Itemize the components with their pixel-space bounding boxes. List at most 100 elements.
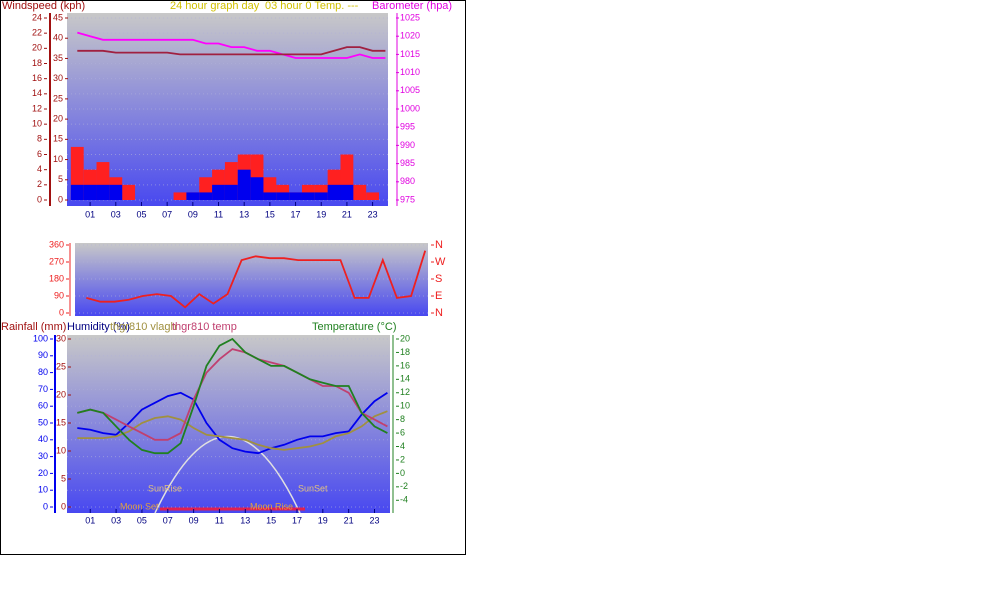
tick-label: 20 <box>56 389 66 399</box>
y2-label: Temperature (°C) <box>312 321 396 333</box>
tick-label: 25 <box>56 361 66 371</box>
x-tick-label: 21 <box>342 209 352 219</box>
tick-label: 2 <box>400 454 405 464</box>
tick-label: 8 <box>400 414 405 424</box>
tick-label: 10 <box>38 485 48 495</box>
tick-label: 10 <box>400 401 410 411</box>
bar <box>122 184 136 200</box>
tick-label: 14 <box>32 88 42 98</box>
tick-label: 100 <box>33 333 48 343</box>
tick-label: 995 <box>400 122 415 132</box>
bar <box>314 192 328 200</box>
x-tick-label: 07 <box>162 209 172 219</box>
bar <box>109 184 123 200</box>
tick-label: -4 <box>400 495 408 505</box>
tick-label: 985 <box>400 158 415 168</box>
tick-label: 40 <box>38 434 48 444</box>
bar <box>301 192 315 200</box>
tick-label: 50 <box>38 417 48 427</box>
bar <box>237 169 251 200</box>
x-tick-label: 01 <box>85 209 95 219</box>
x-tick-label: 13 <box>240 515 250 525</box>
tick-label: 8 <box>37 134 42 144</box>
title: 24 hour graph day <box>170 0 260 12</box>
x-tick-label: 23 <box>368 209 378 219</box>
tick-label: N <box>435 239 443 251</box>
tick-label: 20 <box>53 113 63 123</box>
line <box>77 46 386 56</box>
tick-label: 2 <box>37 179 42 189</box>
tick-label: 20 <box>38 468 48 478</box>
bar <box>70 184 84 200</box>
tick-label: S <box>435 273 442 285</box>
x-tick-label: 07 <box>163 515 173 525</box>
tick-label: 1010 <box>400 67 420 77</box>
x-tick-label: 03 <box>111 209 121 219</box>
tick-label: 30 <box>38 451 48 461</box>
tick-label: 0 <box>61 501 66 511</box>
tick-label: 980 <box>400 176 415 186</box>
tick-label: 16 <box>400 360 410 370</box>
legend-label: thgr810 vlagh <box>110 321 177 333</box>
tick-label: 1020 <box>400 31 420 41</box>
line <box>77 410 388 451</box>
bar <box>276 192 290 200</box>
tick-label: 22 <box>32 28 42 38</box>
tick-label: 0 <box>59 307 64 317</box>
x-tick-label: 03 <box>111 515 121 525</box>
y-label: Windspeed (kph) <box>2 0 85 12</box>
x-tick-label: 09 <box>189 515 199 525</box>
bar <box>186 192 200 200</box>
tick-label: 5 <box>58 174 63 184</box>
line <box>77 31 386 59</box>
tick-label: 30 <box>56 333 66 343</box>
line <box>77 391 388 455</box>
tick-label: 0 <box>37 194 42 204</box>
tick-label: 24 <box>32 12 42 22</box>
y3-label: Rainfall (mm) <box>1 321 66 333</box>
tick-label: 40 <box>53 33 63 43</box>
tick-label: 10 <box>32 119 42 129</box>
bar <box>212 184 225 200</box>
tick-label: E <box>435 290 442 302</box>
tick-label: 1005 <box>400 85 420 95</box>
tick-label: 975 <box>400 194 415 204</box>
x-tick-label: 23 <box>369 515 379 525</box>
tick-label: 0 <box>58 194 63 204</box>
x-tick-label: 19 <box>318 515 328 525</box>
tick-label: 90 <box>38 350 48 360</box>
x-tick-label: 13 <box>239 209 249 219</box>
legend-label: thgr810 temp <box>172 321 237 333</box>
tick-label: 20 <box>400 333 410 343</box>
tick-label: 0 <box>43 501 48 511</box>
bar <box>366 192 380 200</box>
bar <box>96 184 110 200</box>
annotation: Moon Set <box>120 501 159 511</box>
x-tick-label: 01 <box>85 515 95 525</box>
tick-label: N <box>435 307 443 319</box>
tick-label: W <box>435 256 446 268</box>
bar <box>263 192 277 200</box>
tick-label: 1015 <box>400 49 420 59</box>
tick-label: 15 <box>53 134 63 144</box>
bar <box>250 177 264 200</box>
tick-label: 990 <box>400 140 415 150</box>
x-tick-label: 21 <box>344 515 354 525</box>
x-tick-label: 17 <box>292 515 302 525</box>
bar <box>173 192 187 200</box>
tick-label: 6 <box>400 427 405 437</box>
tick-label: 25 <box>53 93 63 103</box>
bar <box>83 184 97 200</box>
tick-label: 0 <box>400 468 405 478</box>
annotation: SunRise <box>148 483 182 493</box>
tick-label: 70 <box>38 384 48 394</box>
bar <box>327 184 341 200</box>
tick-label: 4 <box>37 164 42 174</box>
subtitle: 03 hour 0 Temp. --- <box>265 0 359 12</box>
tick-label: 1000 <box>400 103 420 113</box>
line <box>77 337 388 455</box>
x-tick-label: 11 <box>215 515 224 525</box>
